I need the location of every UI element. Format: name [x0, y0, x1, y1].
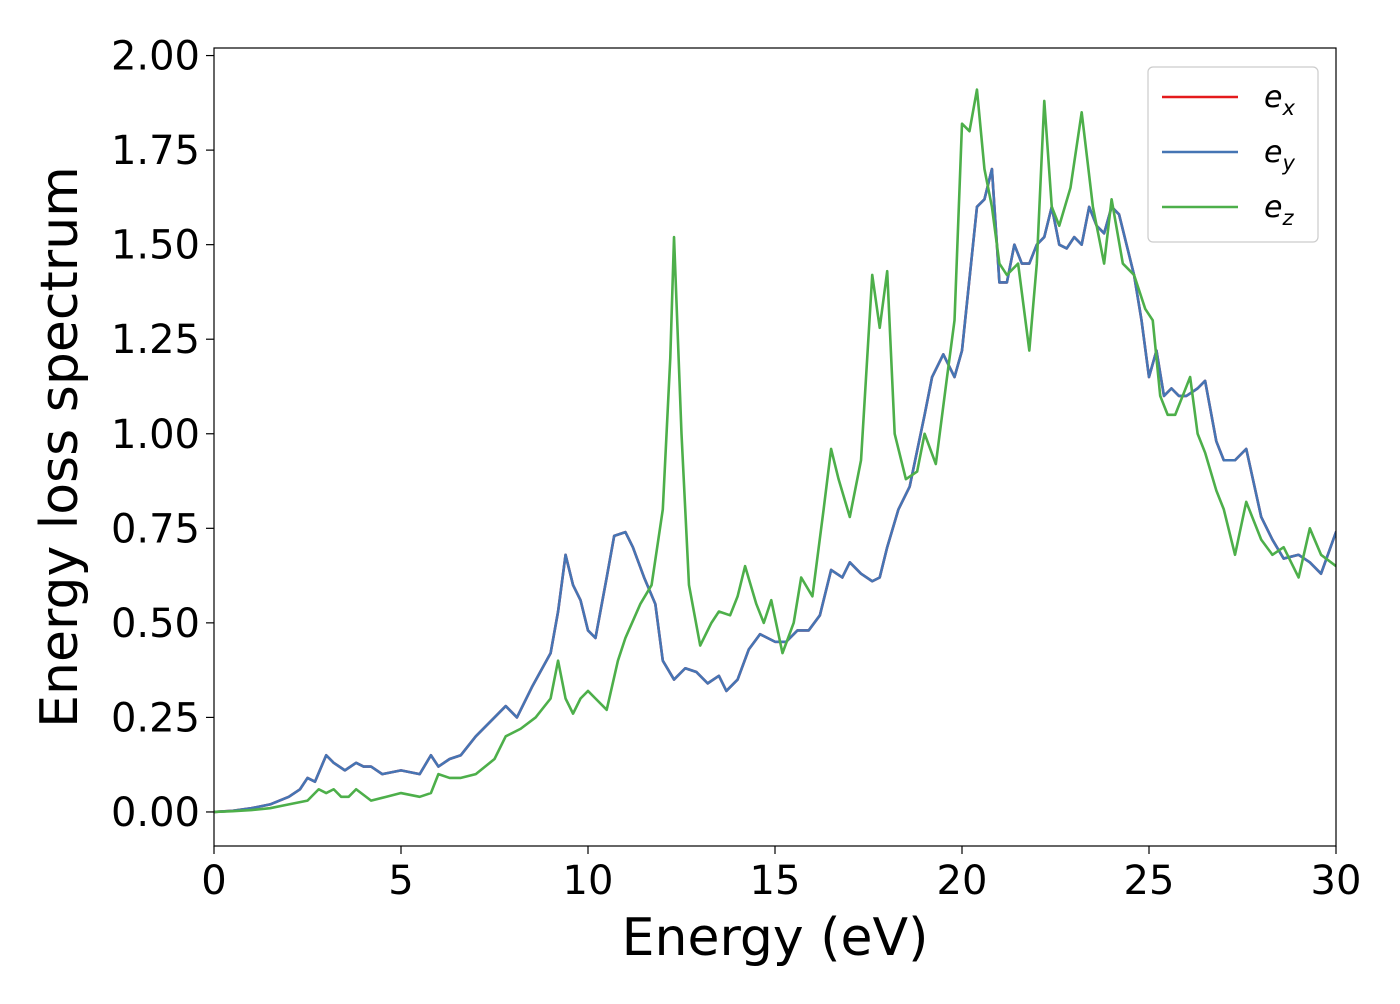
x-tick-label: 25 — [1124, 858, 1175, 904]
series-lines — [214, 88, 1336, 814]
legend-box — [1147, 66, 1319, 243]
x-tick-label: 15 — [750, 858, 801, 904]
y-tick-label: 1.75 — [111, 128, 200, 174]
y-tick-label: 1.50 — [111, 223, 200, 269]
series-line-z — [214, 88, 1336, 814]
y-tick-label: 1.00 — [111, 412, 200, 458]
x-tick-label: 20 — [937, 858, 988, 904]
x-tick-label: 0 — [201, 858, 226, 904]
x-tick-label: 30 — [1311, 858, 1362, 904]
legend-label-y: ey — [1264, 135, 1295, 175]
y-axis-title: Energy loss spectrum — [30, 166, 90, 728]
y-tick-label: 0.75 — [111, 506, 200, 552]
y-tick-label: 0.00 — [111, 790, 200, 836]
x-tick-label: 5 — [388, 858, 413, 904]
y-tick-label: 2.00 — [111, 34, 200, 80]
series-line-y — [214, 167, 1336, 814]
x-axis-title: Energy (eV) — [622, 908, 929, 968]
x-tick-label: 10 — [563, 858, 614, 904]
axis-ticks: 0 5 10 15 20 25 30 0.00 0.25 0.50 0.75 1.00 1.25 1.50… — [111, 34, 1362, 904]
y-tick-label: 0.50 — [111, 601, 200, 647]
y-tick-label: 0.25 — [111, 695, 200, 741]
y-tick-label: 1.25 — [111, 317, 200, 363]
series-line-x — [214, 167, 1336, 814]
